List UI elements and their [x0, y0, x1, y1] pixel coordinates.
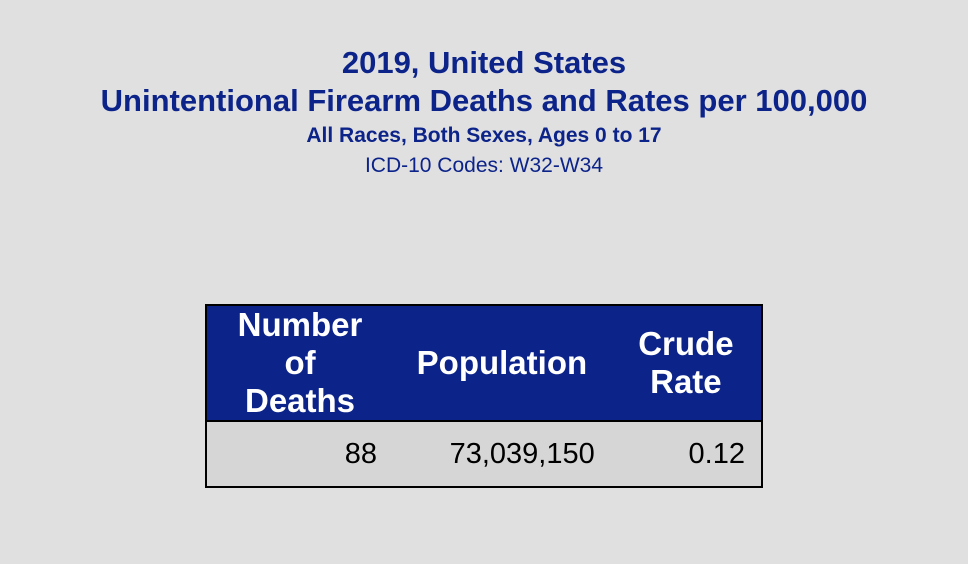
- report-year-location: 2019, United States: [341, 45, 627, 80]
- column-header-population: Population: [393, 305, 611, 422]
- column-header-crude-rate: Crude Rate: [610, 305, 762, 422]
- cell-population: 73,039,150: [393, 421, 611, 487]
- column-header-crude-rate-line1: Crude: [638, 325, 734, 362]
- column-header-crude-rate-line2: Rate: [650, 363, 722, 400]
- report-icd-codes: ICD-10 Codes: W32-W34: [364, 154, 604, 177]
- cell-crude-rate: 0.12: [610, 421, 762, 487]
- cell-deaths: 88: [206, 421, 394, 487]
- column-header-deaths-line1: Number of: [237, 306, 363, 381]
- report-header: 2019, United States Unintentional Firear…: [0, 44, 968, 181]
- table-header-row: Number of Deaths Population Crude Rate: [206, 305, 762, 422]
- column-header-population-label: Population: [416, 344, 588, 381]
- column-header-deaths-line2: Deaths: [245, 382, 356, 419]
- report-subtitle: All Races, Both Sexes, Ages 0 to 17: [306, 124, 662, 147]
- report-title: Unintentional Firearm Deaths and Rates p…: [100, 83, 868, 118]
- results-table: Number of Deaths Population Crude Rate 8…: [205, 304, 763, 488]
- table-row: 88 73,039,150 0.12: [206, 421, 762, 487]
- column-header-deaths: Number of Deaths: [206, 305, 394, 422]
